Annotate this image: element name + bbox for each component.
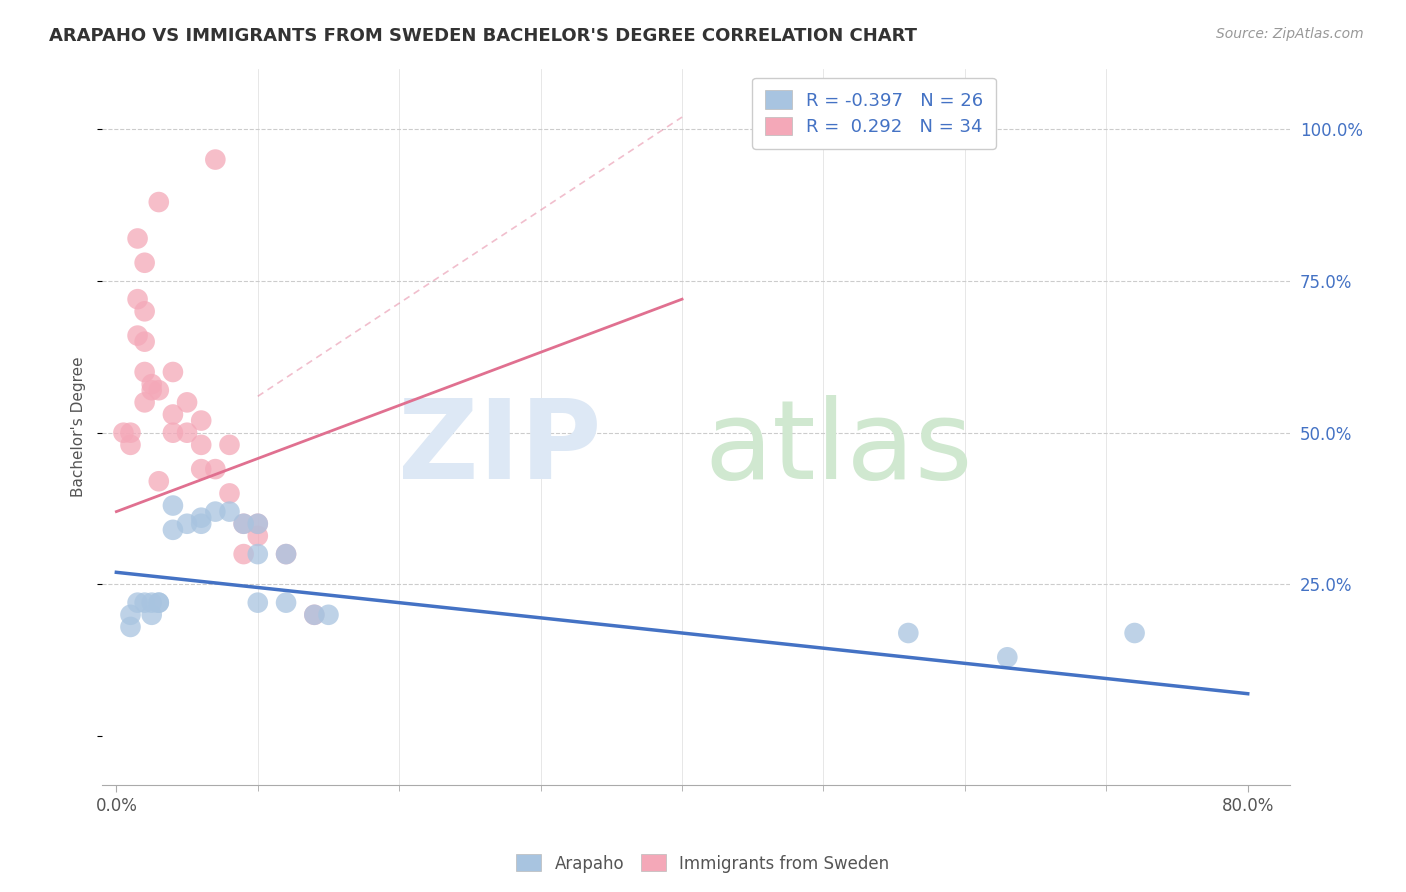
Point xyxy=(190,438,212,452)
Point xyxy=(274,547,297,561)
Text: ZIP: ZIP xyxy=(398,394,602,501)
Point xyxy=(304,607,326,622)
Point xyxy=(162,499,184,513)
Point xyxy=(120,607,142,622)
Point xyxy=(134,596,156,610)
Text: atlas: atlas xyxy=(704,394,973,501)
Point xyxy=(190,516,212,531)
Point xyxy=(218,505,240,519)
Point xyxy=(1123,626,1146,640)
Point xyxy=(134,304,156,318)
Point xyxy=(318,607,340,622)
Point xyxy=(148,596,170,610)
Point xyxy=(134,334,156,349)
Point xyxy=(134,395,156,409)
Point xyxy=(162,408,184,422)
Point xyxy=(274,596,297,610)
Text: ARAPAHO VS IMMIGRANTS FROM SWEDEN BACHELOR'S DEGREE CORRELATION CHART: ARAPAHO VS IMMIGRANTS FROM SWEDEN BACHEL… xyxy=(49,27,917,45)
Point xyxy=(141,596,163,610)
Point xyxy=(148,383,170,397)
Point xyxy=(127,596,149,610)
Text: Source: ZipAtlas.com: Source: ZipAtlas.com xyxy=(1216,27,1364,41)
Point xyxy=(127,231,149,245)
Point xyxy=(190,510,212,524)
Point xyxy=(190,413,212,427)
Point xyxy=(246,516,269,531)
Point xyxy=(120,620,142,634)
Point xyxy=(246,596,269,610)
Point xyxy=(120,425,142,440)
Point xyxy=(127,328,149,343)
Point xyxy=(897,626,920,640)
Point xyxy=(134,256,156,270)
Point xyxy=(112,425,135,440)
Point xyxy=(162,365,184,379)
Point xyxy=(148,596,170,610)
Legend: R = -0.397   N = 26, R =  0.292   N = 34: R = -0.397 N = 26, R = 0.292 N = 34 xyxy=(752,78,995,149)
Point xyxy=(141,377,163,392)
Point xyxy=(204,505,226,519)
Point xyxy=(190,462,212,476)
Point xyxy=(162,425,184,440)
Point xyxy=(232,547,254,561)
Point xyxy=(204,153,226,167)
Point xyxy=(304,607,326,622)
Point xyxy=(176,516,198,531)
Point xyxy=(218,438,240,452)
Point xyxy=(120,438,142,452)
Point xyxy=(176,395,198,409)
Point xyxy=(995,650,1018,665)
Point xyxy=(148,475,170,489)
Point xyxy=(232,516,254,531)
Point xyxy=(176,425,198,440)
Point xyxy=(141,607,163,622)
Point xyxy=(204,462,226,476)
Y-axis label: Bachelor's Degree: Bachelor's Degree xyxy=(72,356,86,497)
Point xyxy=(134,365,156,379)
Legend: Arapaho, Immigrants from Sweden: Arapaho, Immigrants from Sweden xyxy=(510,847,896,880)
Point xyxy=(148,195,170,210)
Point xyxy=(246,547,269,561)
Point xyxy=(232,516,254,531)
Point xyxy=(127,292,149,306)
Point xyxy=(162,523,184,537)
Point xyxy=(141,383,163,397)
Point xyxy=(274,547,297,561)
Point xyxy=(218,486,240,500)
Point xyxy=(246,516,269,531)
Point xyxy=(246,529,269,543)
